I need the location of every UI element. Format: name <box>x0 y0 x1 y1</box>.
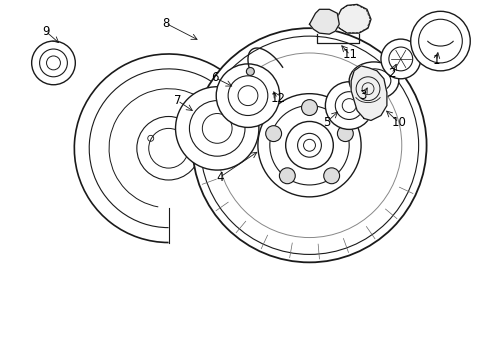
Text: 11: 11 <box>342 49 357 62</box>
Circle shape <box>246 67 254 76</box>
Circle shape <box>337 126 352 141</box>
Circle shape <box>323 168 339 184</box>
Circle shape <box>257 94 360 197</box>
Text: 10: 10 <box>390 116 406 129</box>
Text: 4: 4 <box>216 171 224 184</box>
Polygon shape <box>309 9 339 34</box>
Circle shape <box>137 117 200 180</box>
Text: 6: 6 <box>211 71 219 84</box>
Text: 2: 2 <box>387 67 395 80</box>
Circle shape <box>216 64 279 127</box>
Circle shape <box>380 39 420 79</box>
Text: 5: 5 <box>322 116 329 129</box>
Circle shape <box>32 41 75 85</box>
Polygon shape <box>350 66 386 121</box>
Text: 9: 9 <box>41 24 49 38</box>
Text: 12: 12 <box>270 92 285 105</box>
Polygon shape <box>335 4 370 33</box>
Circle shape <box>285 121 333 169</box>
Text: 1: 1 <box>432 54 439 67</box>
Circle shape <box>279 168 295 184</box>
Text: 8: 8 <box>162 17 169 30</box>
Circle shape <box>325 82 372 129</box>
Text: 3: 3 <box>359 89 366 102</box>
Text: 7: 7 <box>173 94 181 107</box>
Circle shape <box>265 126 281 141</box>
Ellipse shape <box>348 62 398 100</box>
Circle shape <box>192 28 426 262</box>
Circle shape <box>175 87 258 170</box>
Circle shape <box>301 100 317 116</box>
Circle shape <box>410 11 469 71</box>
